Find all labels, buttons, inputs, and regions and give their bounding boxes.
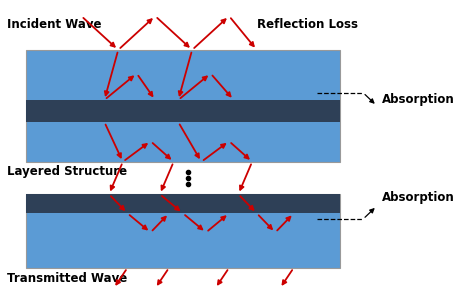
Text: Incident Wave: Incident Wave	[8, 17, 102, 31]
Bar	[26, 100, 340, 122]
Text: Layered Structure: Layered Structure	[8, 165, 128, 178]
Bar	[26, 194, 340, 213]
Text: Reflection Loss: Reflection Loss	[257, 17, 358, 31]
Text: Transmitted Wave: Transmitted Wave	[8, 272, 128, 285]
Bar	[26, 50, 340, 162]
Text: Absorption: Absorption	[382, 190, 454, 204]
Text: Absorption: Absorption	[382, 93, 454, 106]
Bar	[26, 194, 340, 268]
